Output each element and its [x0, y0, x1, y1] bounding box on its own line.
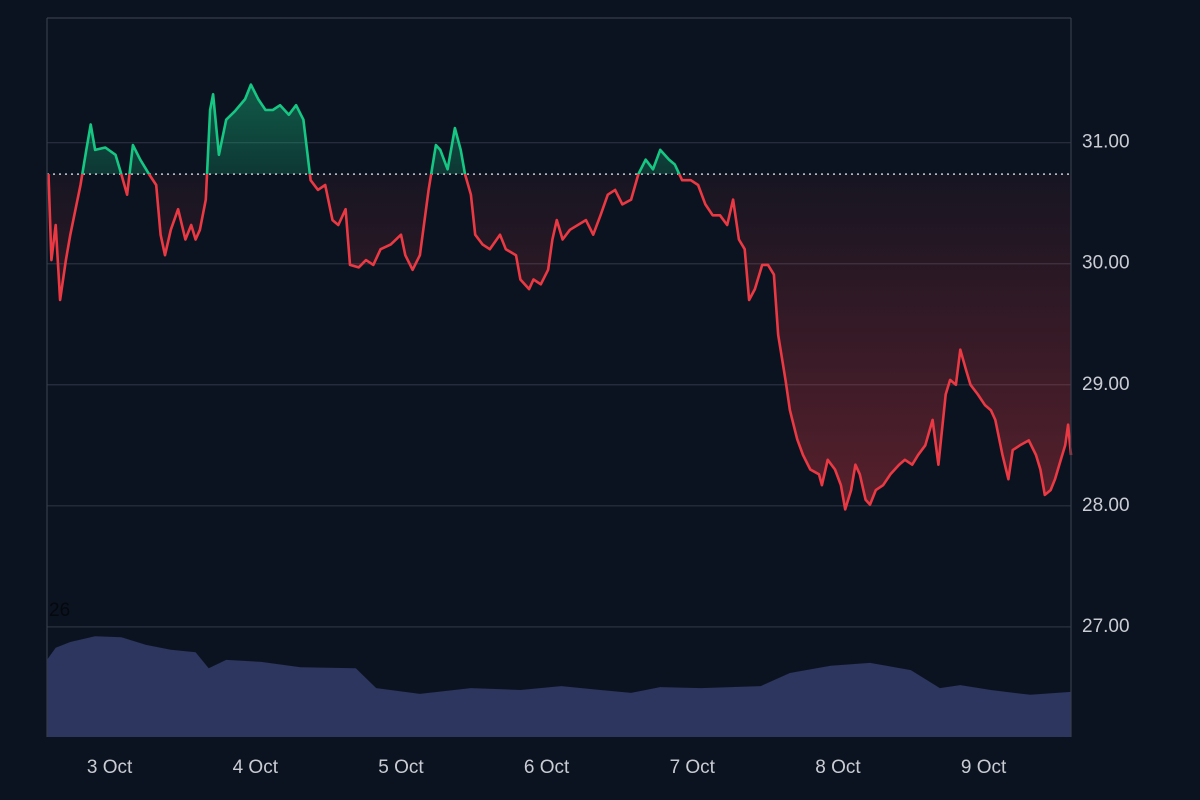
x-tick-label: 5 Oct	[378, 757, 424, 778]
x-tick-label: 3 Oct	[87, 757, 133, 778]
x-tick-label: 9 Oct	[961, 757, 1007, 778]
y-tick-label: 31.00	[1082, 132, 1130, 153]
y-tick-label: 27.00	[1082, 616, 1130, 637]
x-tick-label: 7 Oct	[670, 757, 716, 778]
y-tick-label: 28.00	[1082, 495, 1130, 516]
area-up	[48, 84, 1071, 175]
y-tick-label: 29.00	[1082, 374, 1130, 395]
volume-area	[47, 636, 1071, 737]
x-tick-label: 4 Oct	[233, 757, 279, 778]
price-line	[47, 83, 1073, 511]
volume-scale-label: 26	[49, 600, 70, 621]
y-tick-label: 30.00	[1082, 253, 1130, 274]
x-tick-label: 6 Oct	[524, 757, 570, 778]
x-tick-label: 8 Oct	[815, 757, 861, 778]
area-down	[48, 174, 1071, 510]
